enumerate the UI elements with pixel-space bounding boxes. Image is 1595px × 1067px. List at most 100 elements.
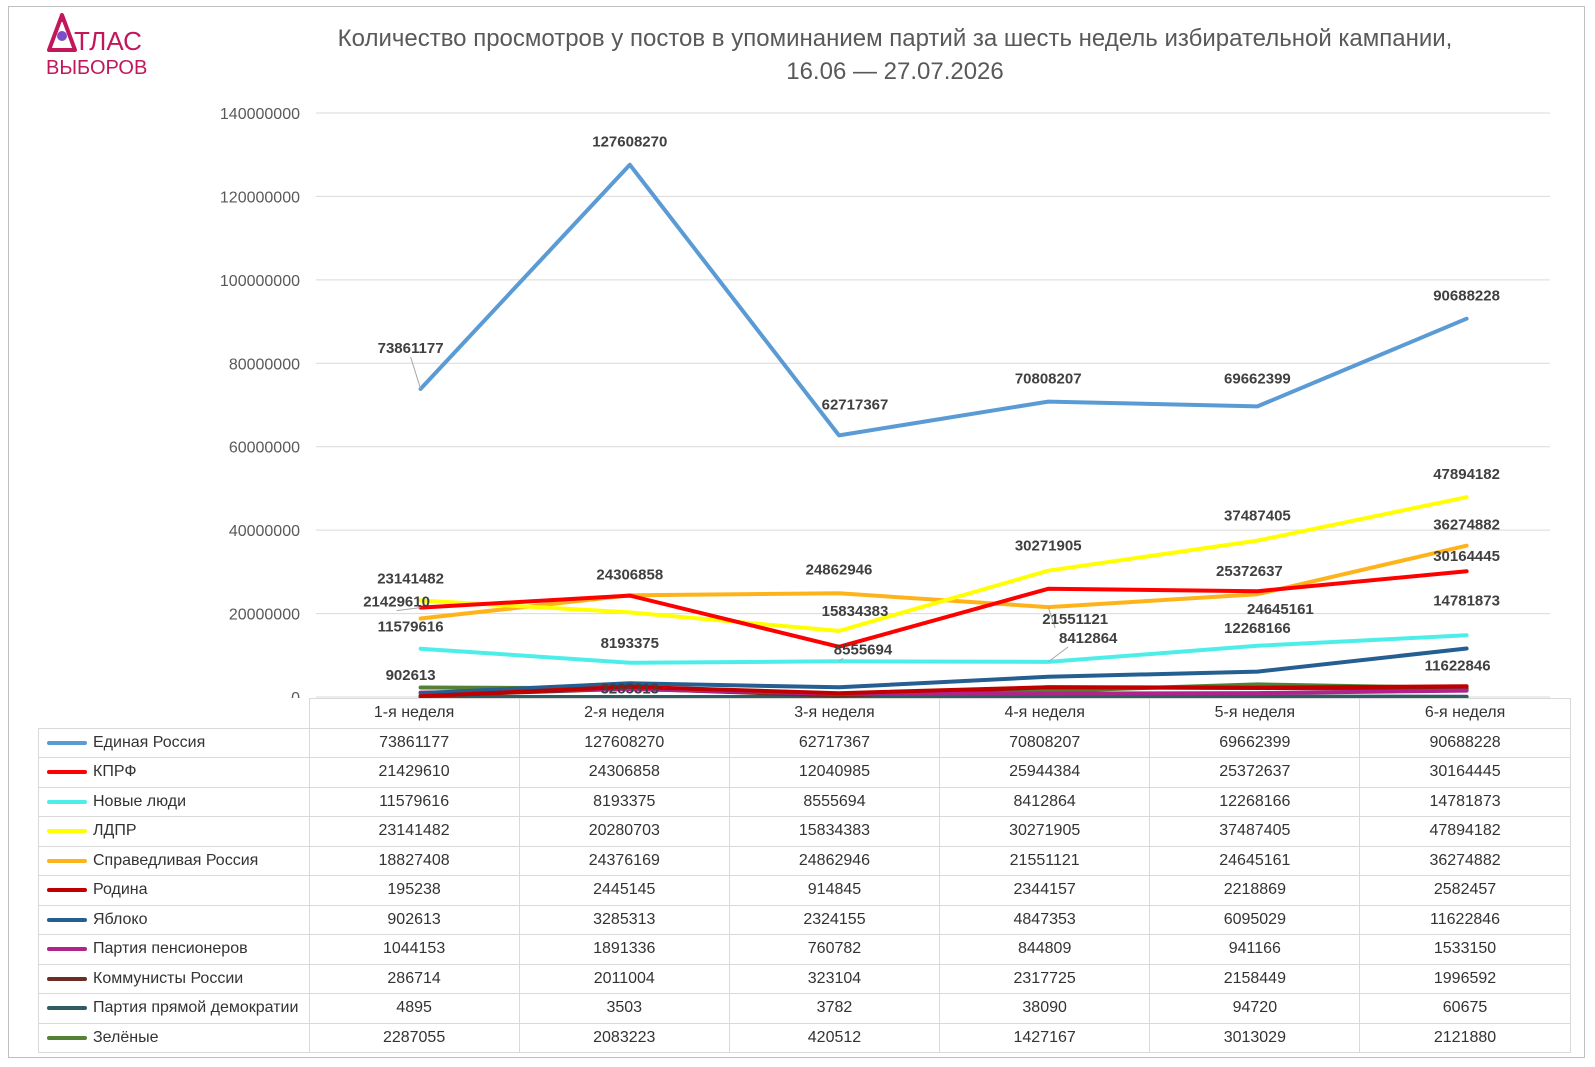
table-cell: 12268166 (1149, 786, 1361, 817)
legend-label: Новые люди (93, 792, 187, 810)
legend-entry: Партия прямой демократии (38, 993, 310, 1024)
chart-title: Количество просмотров у постов в упомина… (200, 22, 1590, 88)
table-cell: 286714 (308, 963, 520, 994)
table-cell: 69662399 (1149, 727, 1361, 758)
table-cell: 2218869 (1149, 875, 1361, 906)
table-cell: 323104 (728, 963, 941, 994)
chart-title-line1: Количество просмотров у постов в упомина… (337, 25, 1453, 52)
data-label: 3285313 (601, 680, 659, 697)
legend-swatch (47, 1035, 87, 1040)
table-cell: 37487405 (1149, 816, 1361, 847)
y-tick-label: 20000000 (229, 607, 300, 624)
table-cell: 844809 (939, 934, 1151, 965)
legend-label: Коммунисты России (93, 969, 244, 987)
label-leader-line (838, 657, 844, 662)
table-cell: 1891336 (518, 934, 730, 965)
legend-swatch (47, 799, 87, 804)
table-cell: 127608270 (518, 727, 730, 758)
table-cell: 2158449 (1149, 963, 1361, 994)
table-cell: 3782 (728, 993, 941, 1024)
table-cell: 14781873 (1359, 786, 1571, 817)
table-cell: 12040985 (728, 757, 941, 788)
y-tick-label: 60000000 (229, 440, 300, 457)
data-label: 73861177 (378, 340, 444, 357)
table-cell: 90688228 (1359, 727, 1571, 758)
table-cell: 3503 (518, 993, 730, 1024)
data-label: 11579616 (378, 619, 444, 636)
table-cell: 2582457 (1359, 875, 1571, 906)
table-cell: 195238 (308, 875, 520, 906)
table-cell: 1044153 (308, 934, 520, 965)
table-row: Яблоко 902613 3285313 2324155 4847353 6095029… (38, 904, 1571, 935)
line-chart: 0 20000000 40000000 60000000 80000000 1000000… (220, 106, 1550, 698)
series-line (418, 646, 1469, 696)
data-label: 30271905 (1015, 538, 1082, 555)
legend-label: Зелёные (93, 1028, 159, 1046)
table-cell: 25372637 (1149, 757, 1361, 788)
legend-swatch (47, 770, 87, 775)
data-label: 24306858 (596, 567, 663, 584)
legend-label: Родина (93, 881, 148, 899)
legend-label: Единая Россия (93, 733, 206, 751)
table-cell: 70808207 (939, 727, 1151, 758)
legend-entry: Родина (38, 875, 310, 906)
x-category-label: 5-я неделя (1149, 698, 1361, 729)
data-label: 23141482 (377, 570, 444, 587)
data-label: 127608270 (592, 134, 667, 151)
table-row: Коммунисты России 286714 2011004 323104 2317… (38, 963, 1571, 994)
table-row: Родина 195238 2445145 914845 2344157 2218869 2… (38, 875, 1571, 906)
data-label: 11622846 (1425, 658, 1491, 675)
x-category-label: 1-я неделя (308, 698, 520, 729)
series-line (418, 684, 1469, 698)
table-cell: 1533150 (1359, 934, 1571, 965)
y-tick-label: 80000000 (229, 356, 300, 373)
data-label: 90688228 (1433, 288, 1500, 305)
data-label: 21551121 (1042, 611, 1108, 628)
label-leader-line (1047, 646, 1069, 663)
y-tick-label: 0 (291, 690, 300, 698)
logo-line1: ТЛАС (74, 26, 142, 56)
table-cell: 30164445 (1359, 757, 1571, 788)
series-line (418, 569, 1469, 649)
data-label: 70808207 (1015, 371, 1082, 388)
table-corner (38, 698, 310, 729)
legend-swatch (47, 917, 87, 922)
legend-label: КПРФ (93, 763, 137, 781)
legend-entry: Справедливая Россия (38, 845, 310, 876)
x-category-label: 2-я неделя (518, 698, 730, 729)
table-cell: 20280703 (518, 816, 730, 847)
table-cell: 94720 (1149, 993, 1361, 1024)
data-label: 30164445 (1433, 548, 1500, 565)
table-cell: 2083223 (518, 1022, 730, 1053)
legend-label: ЛДПР (93, 822, 137, 840)
data-label: 36274882 (1433, 517, 1500, 534)
series-line (418, 633, 1469, 665)
table-cell: 21429610 (308, 757, 520, 788)
chart-data-table: 1-я неделя 2-я неделя 3-я неделя 4-я неделя… (38, 698, 1571, 1053)
table-cell: 25944384 (939, 757, 1151, 788)
x-category-label: 3-я неделя (728, 698, 941, 729)
atlas-logo: ТЛАС ВЫБОРОВ (46, 13, 147, 79)
x-category-label: 4-я неделя (939, 698, 1151, 729)
table-cell: 18827408 (308, 845, 520, 876)
label-leader-line (1047, 606, 1056, 629)
table-cell: 24376169 (518, 845, 730, 876)
legend-label: Партия пенсионеров (93, 940, 248, 958)
table-cell: 2344157 (939, 875, 1151, 906)
table-cell: 73861177 (308, 727, 520, 758)
table-cell: 2121880 (1359, 1022, 1571, 1053)
legend-entry: Партия пенсионеров (38, 934, 310, 965)
table-cell: 2317725 (939, 963, 1151, 994)
table-cell: 21551121 (939, 845, 1151, 876)
table-row: КПРФ 21429610 24306858 12040985 25944384 2537… (38, 757, 1571, 788)
data-label: 21429610 (363, 594, 430, 611)
table-row: Единая Россия 73861177 127608270 62717367 70… (38, 727, 1571, 758)
chart-data-labels: 73861177 127608270 62717367 70808207 6966239… (363, 134, 1500, 698)
legend-label: Яблоко (93, 910, 148, 928)
table-cell: 11579616 (308, 786, 520, 817)
table-cell: 24862946 (728, 845, 941, 876)
legend-label: Справедливая Россия (93, 851, 259, 869)
legend-entry: Единая Россия (38, 727, 310, 758)
data-label: 8412864 (1059, 630, 1118, 647)
table-row: Партия пенсионеров 1044153 1891336 760782 84… (38, 934, 1571, 965)
